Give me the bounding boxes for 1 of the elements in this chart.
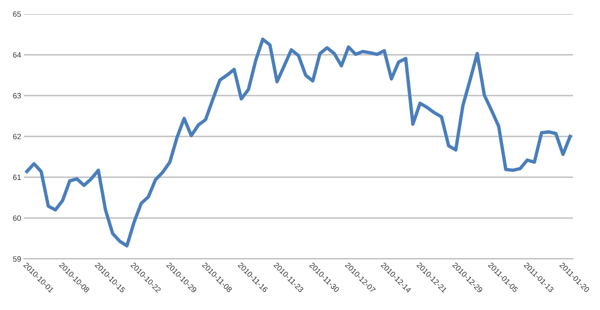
line-series bbox=[25, 38, 572, 248]
